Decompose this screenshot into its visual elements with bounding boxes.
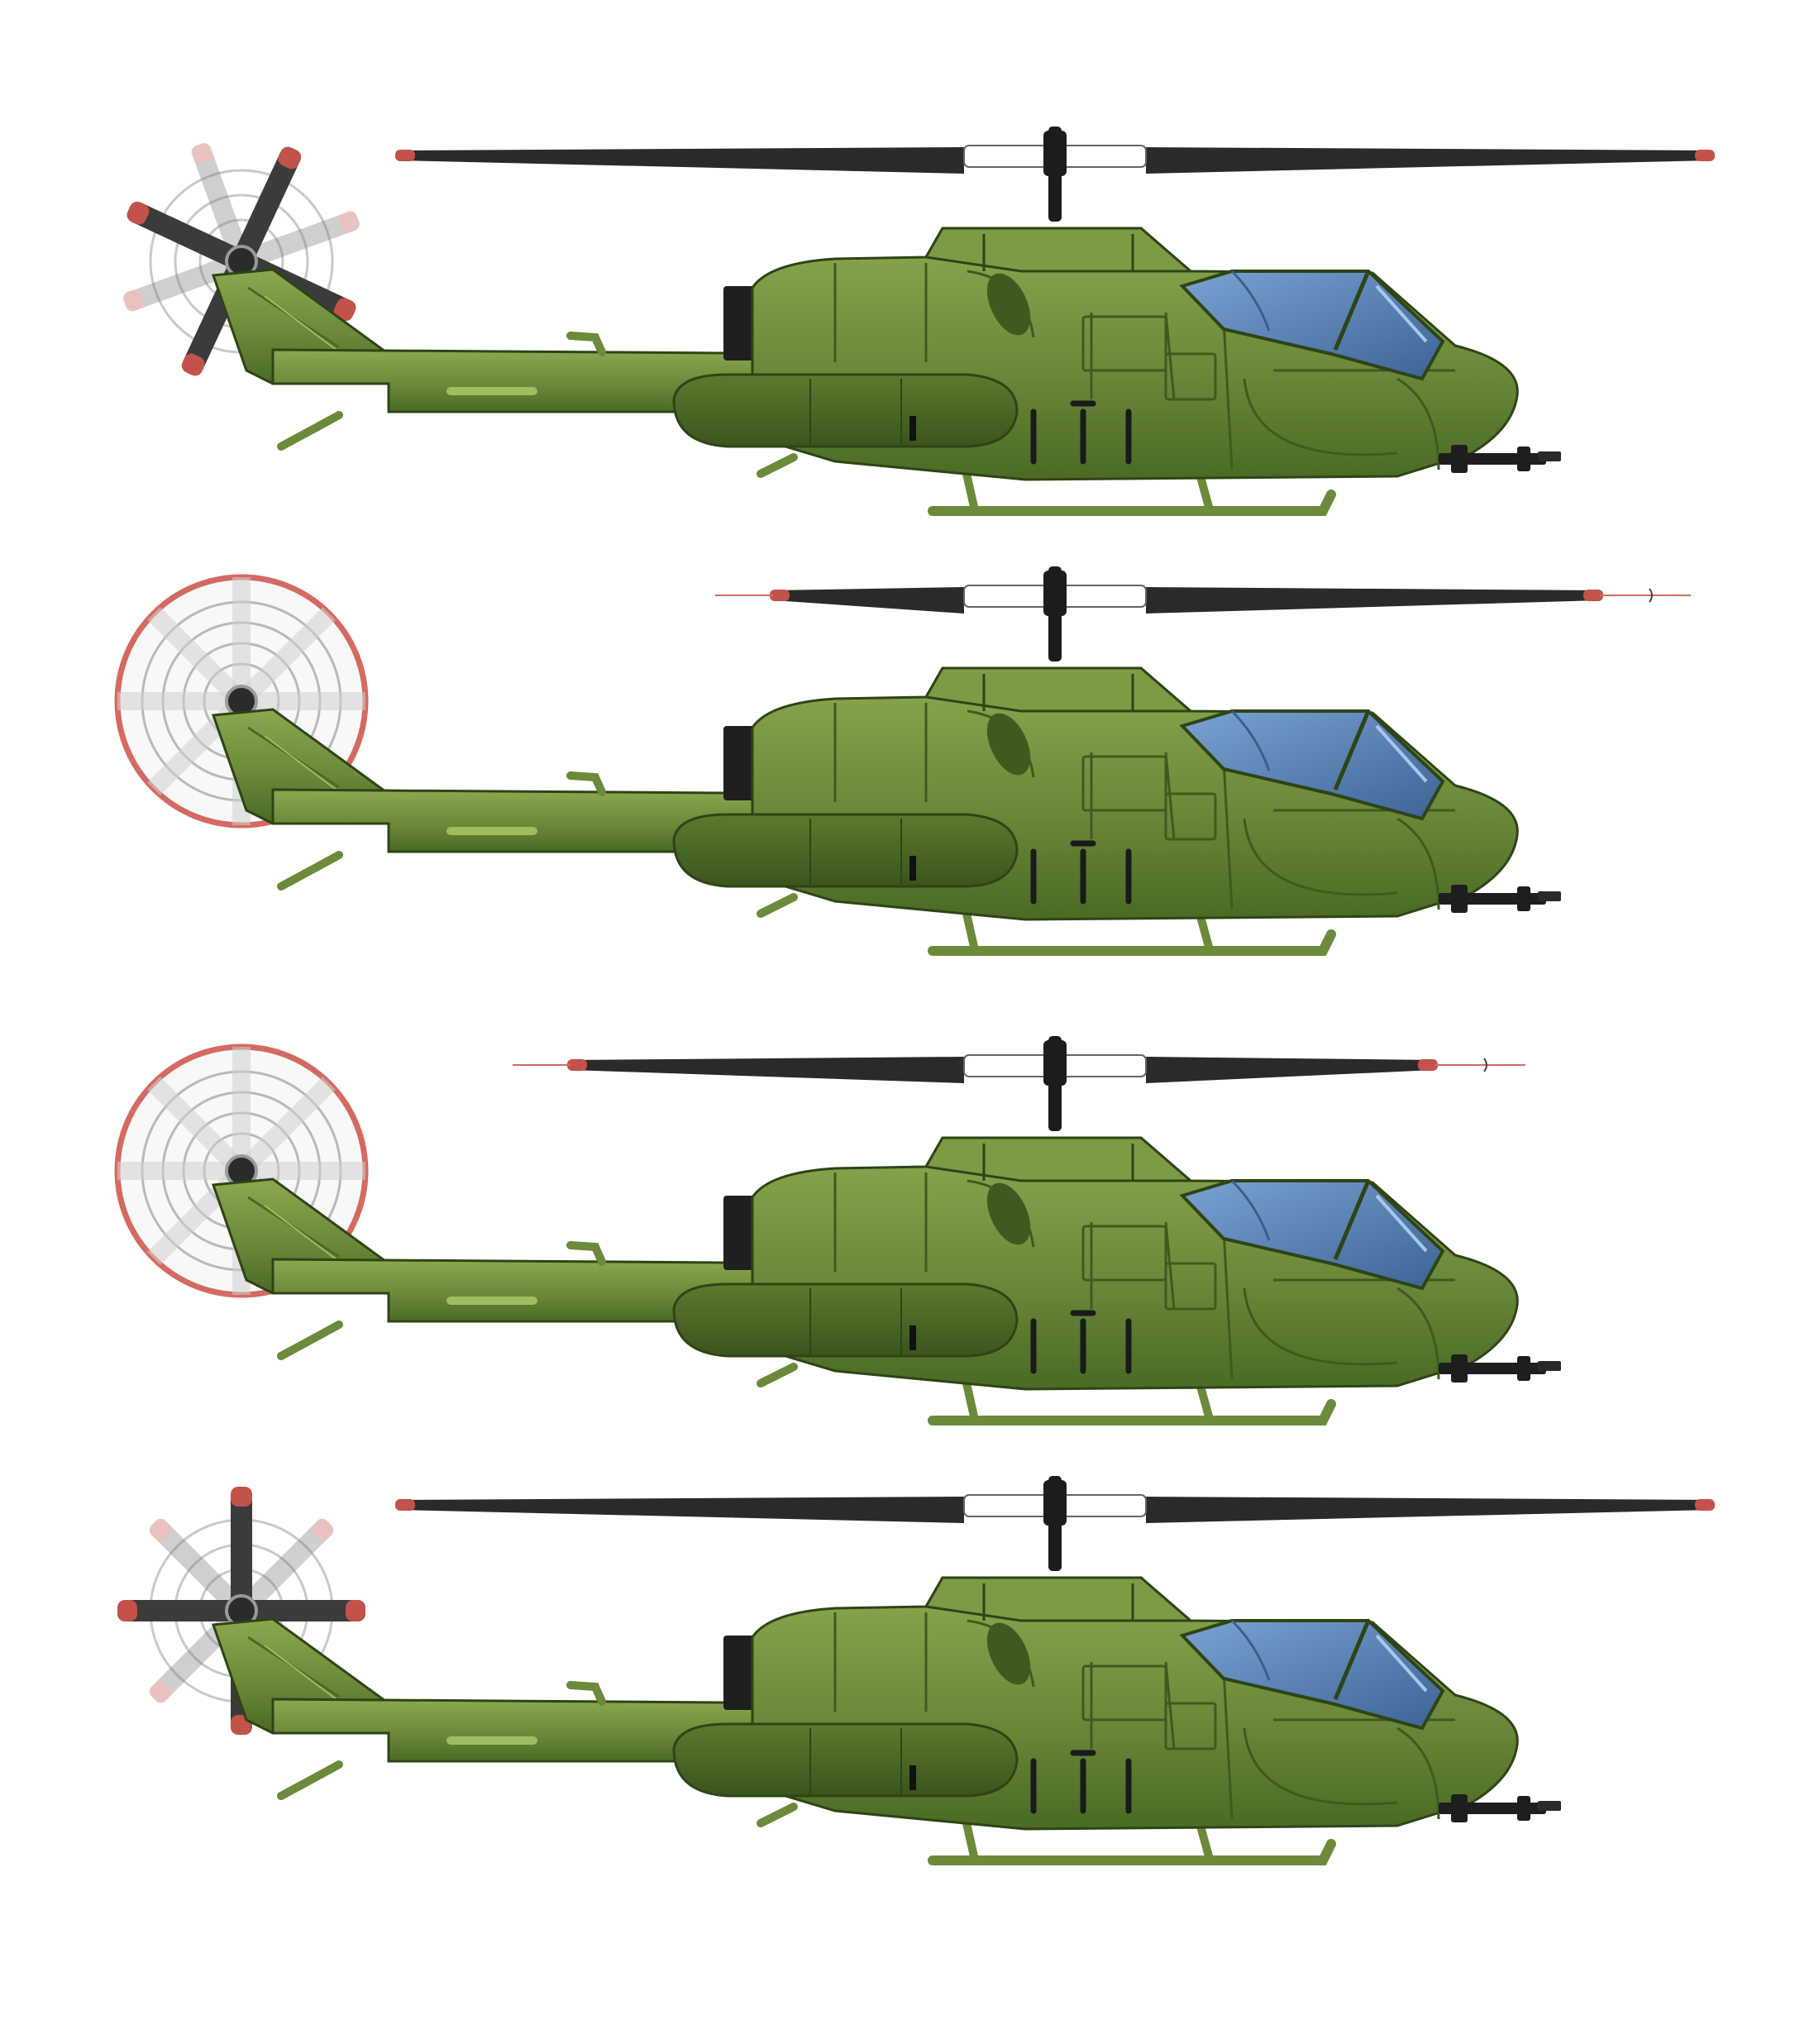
main-rotor-blade-left: [399, 147, 964, 174]
main-rotor-blade-left: [570, 1057, 964, 1083]
weapon-pod: [674, 1724, 1017, 1796]
helicopter-sprite: [0, 463, 1814, 926]
main-rotor-blade-left: [773, 587, 964, 614]
helicopter-sprite: [0, 933, 1814, 1396]
main-rotor-blade-left: [399, 1497, 964, 1523]
main-rotor-blade-right: [1146, 1497, 1711, 1523]
main-rotor-tip-left: [395, 150, 415, 161]
main-rotor-cap: [1043, 1040, 1067, 1086]
nose-gun: [1439, 885, 1561, 913]
helicopter-sprite: [0, 1373, 1814, 1836]
main-rotor-cap: [1043, 571, 1067, 616]
main-rotor-cap: [1043, 131, 1067, 176]
tail-skid: [281, 415, 339, 447]
main-rotor-blade-right: [1146, 587, 1600, 614]
helicopter-sprite: [0, 23, 1814, 486]
weapon-pod: [674, 814, 1017, 886]
helicopter-frame-3: [0, 933, 1814, 1396]
weapon-pod: [674, 1284, 1017, 1356]
helicopter-frame-1: [0, 23, 1814, 486]
main-rotor-tip-right: [1695, 1499, 1715, 1511]
tail-skid: [281, 1325, 339, 1356]
main-rotor-cap: [1043, 1480, 1067, 1526]
tail-skid: [281, 1765, 339, 1796]
main-rotor-blade-right: [1146, 1057, 1434, 1083]
main-rotor: [715, 571, 1691, 616]
helicopter-frame-4: [0, 1373, 1814, 1836]
tail-skid: [281, 855, 339, 886]
main-rotor: [513, 1040, 1525, 1086]
main-rotor-tip-left: [395, 1499, 415, 1511]
main-rotor-tip-right: [1695, 150, 1715, 161]
main-rotor: [395, 131, 1715, 176]
helicopter-frame-2: [0, 463, 1814, 926]
weapon-pod: [674, 375, 1017, 447]
main-rotor-blade-right: [1146, 147, 1711, 174]
main-rotor: [395, 1480, 1715, 1526]
nose-gun: [1439, 1794, 1561, 1822]
